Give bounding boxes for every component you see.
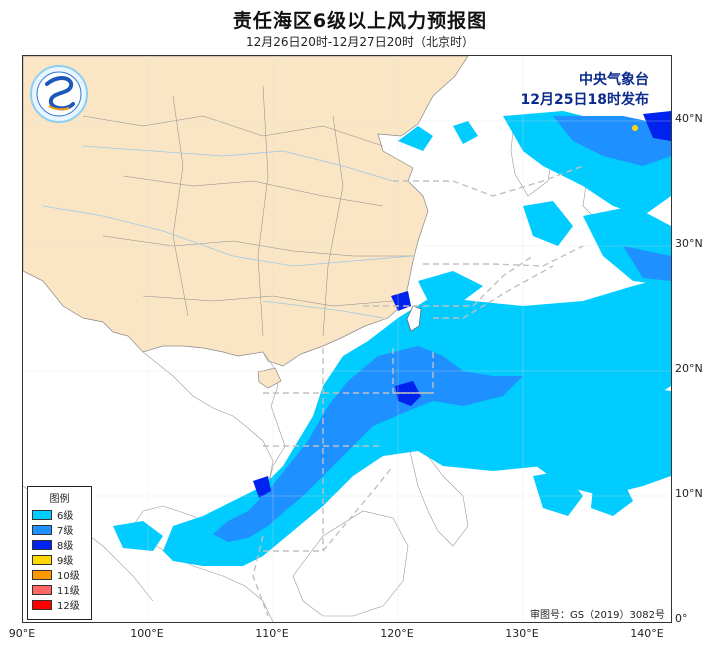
legend-swatch	[32, 524, 52, 535]
map-title: 责任海区6级以上风力预报图	[232, 10, 488, 32]
legend-swatch	[32, 584, 52, 595]
lon-label-90e: 90°E	[8, 627, 36, 640]
lon-label-140e: 140°E	[630, 627, 664, 640]
lat-label-20n: 20°N	[675, 362, 703, 375]
map-subtitle: 12月26日20时-12月27日20时（北京时）	[246, 35, 474, 49]
borneo-outline	[292, 510, 409, 617]
lon-label-110e: 110°E	[255, 627, 289, 640]
map-legend: 图例 6级 7级 8级 9级 10级 11级 12级	[27, 486, 92, 620]
issuer-block: 中央气象台 12月25日18时发布	[521, 70, 649, 110]
legend-item: 11级	[28, 582, 91, 597]
legend-title: 图例	[49, 494, 70, 505]
legend-item: 9级	[28, 552, 91, 567]
issue-time: 12月25日18时发布	[520, 92, 649, 108]
cma-logo-icon	[30, 65, 88, 123]
rivers	[42, 145, 414, 319]
legend-item: 7级	[28, 522, 91, 537]
legend-swatch	[32, 539, 52, 550]
legend-label: 8级	[57, 541, 74, 552]
legend-label: 11级	[57, 586, 80, 597]
review-number: 审图号：GS（2019）3082号	[528, 606, 667, 621]
legend-swatch	[32, 599, 52, 610]
sea-area-boundaries	[252, 165, 584, 617]
legend-item: 8级	[28, 537, 91, 552]
lat-label-40n: 40°N	[675, 112, 703, 125]
lat-label-10n: 10°N	[675, 487, 703, 500]
legend-swatch	[32, 569, 52, 580]
map-canvas	[23, 56, 671, 622]
legend-swatch	[32, 554, 52, 565]
legend-label: 9级	[57, 556, 74, 567]
lon-label-120e: 120°E	[380, 627, 414, 640]
legend-item: 12级	[28, 597, 91, 612]
lat-label-30n: 30°N	[675, 237, 703, 250]
hainan-landmass	[257, 367, 282, 389]
legend-label: 10级	[57, 571, 80, 582]
legend-item: 10级	[28, 567, 91, 582]
lon-label-130e: 130°E	[505, 627, 539, 640]
map-area: 中央气象台 12月25日18时发布 图例 6级 7级 8级 9级 10级 11级 12级 审…	[22, 55, 672, 623]
map-gridlines	[23, 56, 671, 622]
legend-item: 6级	[28, 507, 91, 522]
issuer-name: 中央气象台	[579, 72, 649, 88]
lon-label-100e: 100°E	[130, 627, 164, 640]
legend-items: 6级 7级 8级 9级 10级 11级 12级	[28, 507, 91, 612]
wind-level-7-areas	[213, 116, 671, 542]
legend-label: 6级	[57, 511, 74, 522]
indochina-outline	[132, 351, 274, 622]
legend-swatch	[32, 509, 52, 520]
china-landmass	[23, 56, 469, 367]
lat-label-0: 0°	[675, 612, 688, 625]
legend-label: 7级	[57, 526, 74, 537]
legend-label: 12级	[57, 601, 80, 612]
taiwan-landmass	[406, 305, 422, 332]
wind-level-9-spot	[632, 125, 638, 131]
